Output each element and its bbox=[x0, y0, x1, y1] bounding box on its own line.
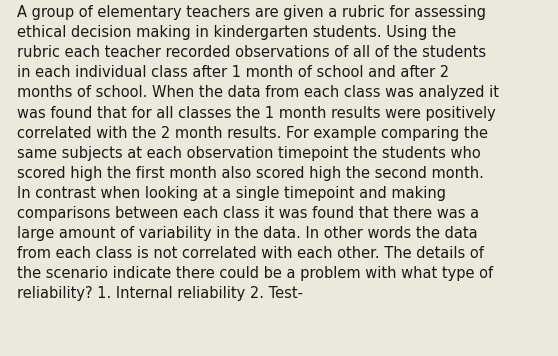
Text: A group of elementary teachers are given a rubric for assessing
ethical decision: A group of elementary teachers are given… bbox=[17, 5, 499, 301]
